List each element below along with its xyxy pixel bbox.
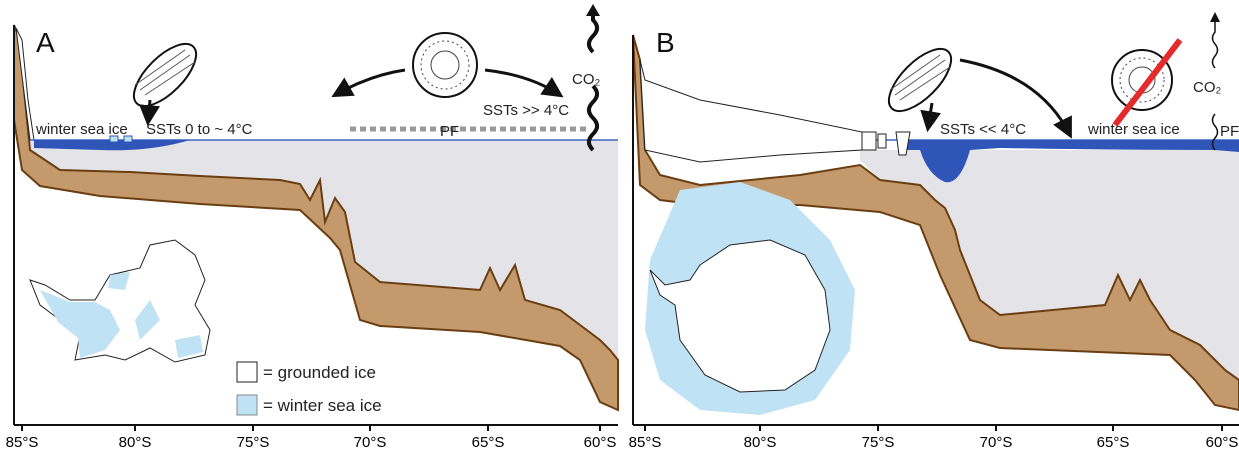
- legend-swatch-sea-ice: [236, 394, 258, 416]
- annotation: PF: [440, 123, 459, 140]
- inset-map: [649, 239, 831, 393]
- annotation: PF: [1220, 123, 1239, 140]
- axis-label: 70°S: [980, 434, 1013, 451]
- annotation: winter sea ice: [1087, 121, 1180, 138]
- arrow: [331, 68, 406, 98]
- annotation: SSTs << 4°C: [940, 121, 1026, 138]
- axis-label: 60°S: [1206, 434, 1239, 451]
- panel-label: A: [36, 27, 55, 58]
- legend-swatch-grounded: [236, 361, 258, 383]
- arrow: [920, 102, 942, 133]
- annotation: winter sea ice: [35, 121, 128, 138]
- diatom: [132, 42, 198, 108]
- diatom: [887, 47, 953, 113]
- arrow: [139, 99, 160, 127]
- annotation: CO₂: [1193, 79, 1222, 96]
- panel-a: A winter sea ice SSTs 0 to ~ 4°C SSTs >>…: [13, 4, 619, 426]
- axis-label: 80°S: [119, 434, 152, 451]
- inset-sea-ice: [40, 272, 203, 358]
- grounded-ice-edge: [15, 27, 35, 141]
- co2-arrowhead: [586, 4, 600, 16]
- ocean: [860, 150, 1239, 380]
- annotation: CO₂: [572, 71, 601, 88]
- panel-b: B SSTs << 4°C winter sea ice PF CO₂: [632, 12, 1239, 426]
- ice-block: [109, 135, 119, 143]
- ice-block: [877, 133, 887, 149]
- co2-flux: [1211, 18, 1219, 151]
- arrow: [959, 58, 1072, 139]
- extinction-slash: [1112, 38, 1183, 127]
- axis-label: 65°S: [472, 434, 505, 451]
- axis-label: 75°S: [237, 434, 270, 451]
- co2-arrowhead: [1210, 12, 1220, 22]
- sea-ice: [34, 140, 190, 151]
- axis-label: 75°S: [862, 434, 895, 451]
- axis-label: 80°S: [744, 434, 777, 451]
- arrow: [484, 68, 564, 98]
- axis-label: 85°S: [6, 434, 39, 451]
- ice-block: [861, 131, 877, 151]
- seafloor: [13, 24, 619, 412]
- sea-ice: [900, 140, 1239, 183]
- annotation: SSTs 0 to ~ 4°C: [146, 121, 253, 138]
- axis-ticks: 85°S 80°S 75°S 70°S 65°S 60°S 85°S 80°S 75°S 70°S…: [6, 425, 1239, 451]
- ocean: [30, 140, 618, 360]
- co2-flux: [587, 12, 599, 152]
- legend-label: = winter sea ice: [263, 396, 382, 415]
- ice-shelf: [639, 59, 863, 163]
- axis-label: 60°S: [584, 434, 617, 451]
- ice-block: [895, 131, 911, 156]
- annotation: SSTs >> 4°C: [483, 102, 569, 119]
- ice-block: [123, 135, 133, 143]
- axis-label: 65°S: [1097, 434, 1130, 451]
- seafloor: [632, 34, 1239, 412]
- axis-label: 85°S: [629, 434, 662, 451]
- panel-label: B: [656, 27, 675, 58]
- inset-map: [29, 239, 211, 363]
- radiolarian: [412, 32, 478, 98]
- axis-label: 70°S: [354, 434, 387, 451]
- legend-label: = grounded ice: [263, 363, 376, 382]
